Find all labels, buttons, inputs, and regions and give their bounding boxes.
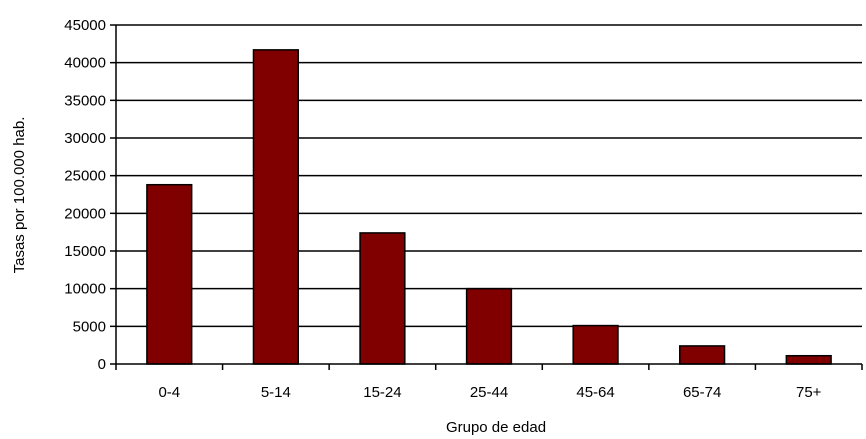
bar-75+ xyxy=(785,354,832,365)
x-tick-label: 45-64 xyxy=(576,384,614,401)
y-axis-title: Tasas por 100.000 hab. xyxy=(11,117,28,274)
bar-5-14 xyxy=(252,49,299,365)
y-tick-label: 25000 xyxy=(64,168,106,185)
bars-group xyxy=(146,49,832,365)
x-tick-label: 65-74 xyxy=(683,384,721,401)
x-tick-label: 25-44 xyxy=(470,384,508,401)
bar-15-24 xyxy=(359,232,406,365)
y-tick-label: 5000 xyxy=(73,318,106,335)
bar-25-44 xyxy=(465,287,513,365)
y-tick-label: 15000 xyxy=(64,243,106,260)
x-tick-label: 15-24 xyxy=(363,384,401,401)
y-tick-labels: 0 5000 10000 15000 20000 25000 30000 35000 40000… xyxy=(64,17,106,373)
bar-65-74 xyxy=(679,345,726,365)
bar-45-64 xyxy=(572,324,619,365)
y-tick-label: 20000 xyxy=(64,205,106,222)
gridlines xyxy=(116,24,862,328)
bar-0-4 xyxy=(146,183,193,365)
y-tick-label: 40000 xyxy=(64,55,106,72)
x-tick-labels: 0-4 5-14 15-24 25-44 45-64 65-74 75+ xyxy=(158,384,821,401)
axes-group xyxy=(110,24,863,370)
x-tick-label: 0-4 xyxy=(158,384,180,401)
y-tick-label: 0 xyxy=(98,356,106,373)
x-tick-label: 75+ xyxy=(796,384,822,401)
y-tick-label: 35000 xyxy=(64,92,106,109)
x-tick-label: 5-14 xyxy=(261,384,291,401)
x-axis-title: Grupo de edad xyxy=(446,419,546,436)
y-tick-label: 45000 xyxy=(64,17,106,34)
y-tick-label: 10000 xyxy=(64,281,106,298)
y-tick-label: 30000 xyxy=(64,130,106,147)
